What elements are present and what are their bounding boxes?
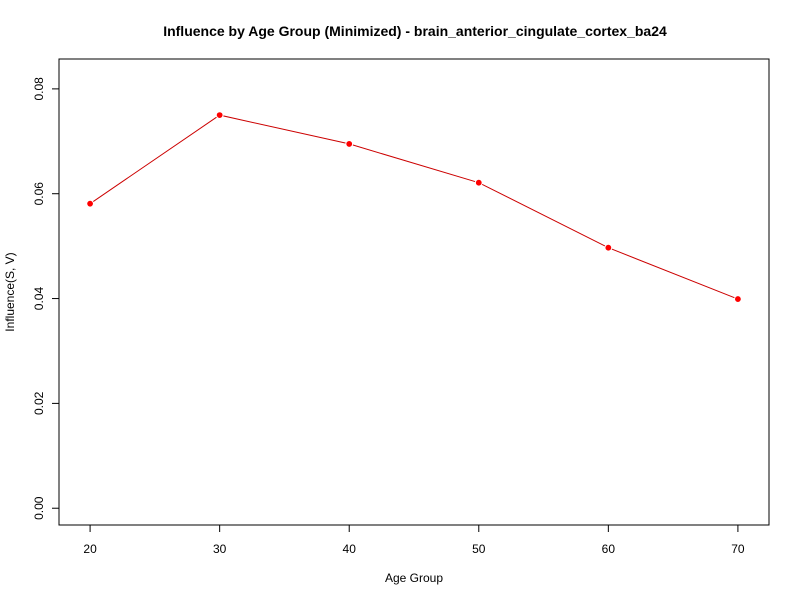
x-tick-label: 60 [602, 542, 616, 556]
data-point [86, 199, 94, 208]
x-axis-label: Age Group [385, 571, 443, 585]
y-tick-label: 0.08 [32, 77, 46, 101]
x-tick-label: 70 [731, 542, 745, 556]
plot-frame [58, 58, 770, 526]
chart-title: Influence by Age Group (Minimized) - bra… [163, 23, 667, 39]
y-tick-label: 0.06 [32, 182, 46, 206]
x-tick-label: 20 [83, 542, 97, 556]
x-tick-label: 50 [472, 542, 486, 556]
data-point [604, 243, 613, 252]
y-tick-label: 0.02 [32, 391, 46, 415]
y-axis-label: Influence(S, V) [3, 252, 17, 331]
data-point [734, 295, 742, 303]
x-tick-label: 40 [343, 542, 357, 556]
y-tick-label: 0.04 [32, 287, 46, 311]
data-point [215, 111, 224, 119]
series-layer [86, 111, 742, 303]
x-tick-label: 30 [213, 542, 227, 556]
data-point [474, 178, 483, 187]
x-axis: 20 30 40 50 60 70 [83, 525, 745, 556]
y-axis: 0.00 0.02 0.04 0.06 0.08 [32, 77, 59, 520]
y-tick-label: 0.00 [32, 496, 46, 520]
series-line [89, 114, 739, 300]
data-point [345, 140, 354, 148]
